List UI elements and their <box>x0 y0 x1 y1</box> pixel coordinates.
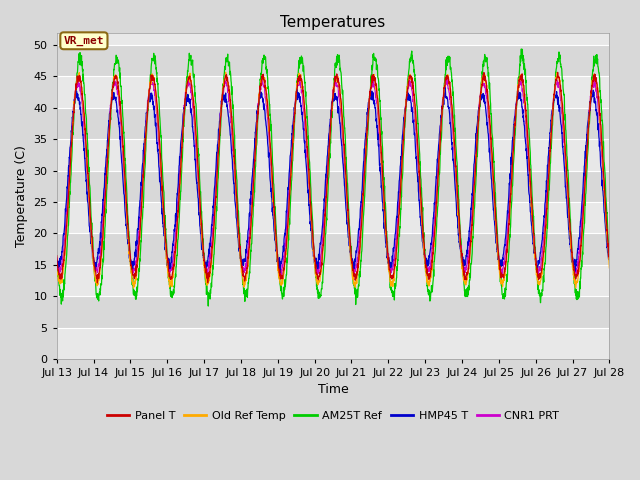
Bar <box>57 296 609 327</box>
Bar <box>57 327 609 359</box>
Bar <box>57 265 609 296</box>
Bar <box>57 76 609 108</box>
X-axis label: Time: Time <box>317 384 348 396</box>
Bar <box>57 233 609 265</box>
Text: VR_met: VR_met <box>63 36 104 46</box>
Title: Temperatures: Temperatures <box>280 15 386 30</box>
Bar <box>57 202 609 233</box>
Bar <box>57 139 609 170</box>
Legend: Panel T, Old Ref Temp, AM25T Ref, HMP45 T, CNR1 PRT: Panel T, Old Ref Temp, AM25T Ref, HMP45 … <box>102 407 564 426</box>
Y-axis label: Temperature (C): Temperature (C) <box>15 145 28 247</box>
Bar <box>57 45 609 76</box>
Bar <box>57 108 609 139</box>
Bar <box>57 170 609 202</box>
